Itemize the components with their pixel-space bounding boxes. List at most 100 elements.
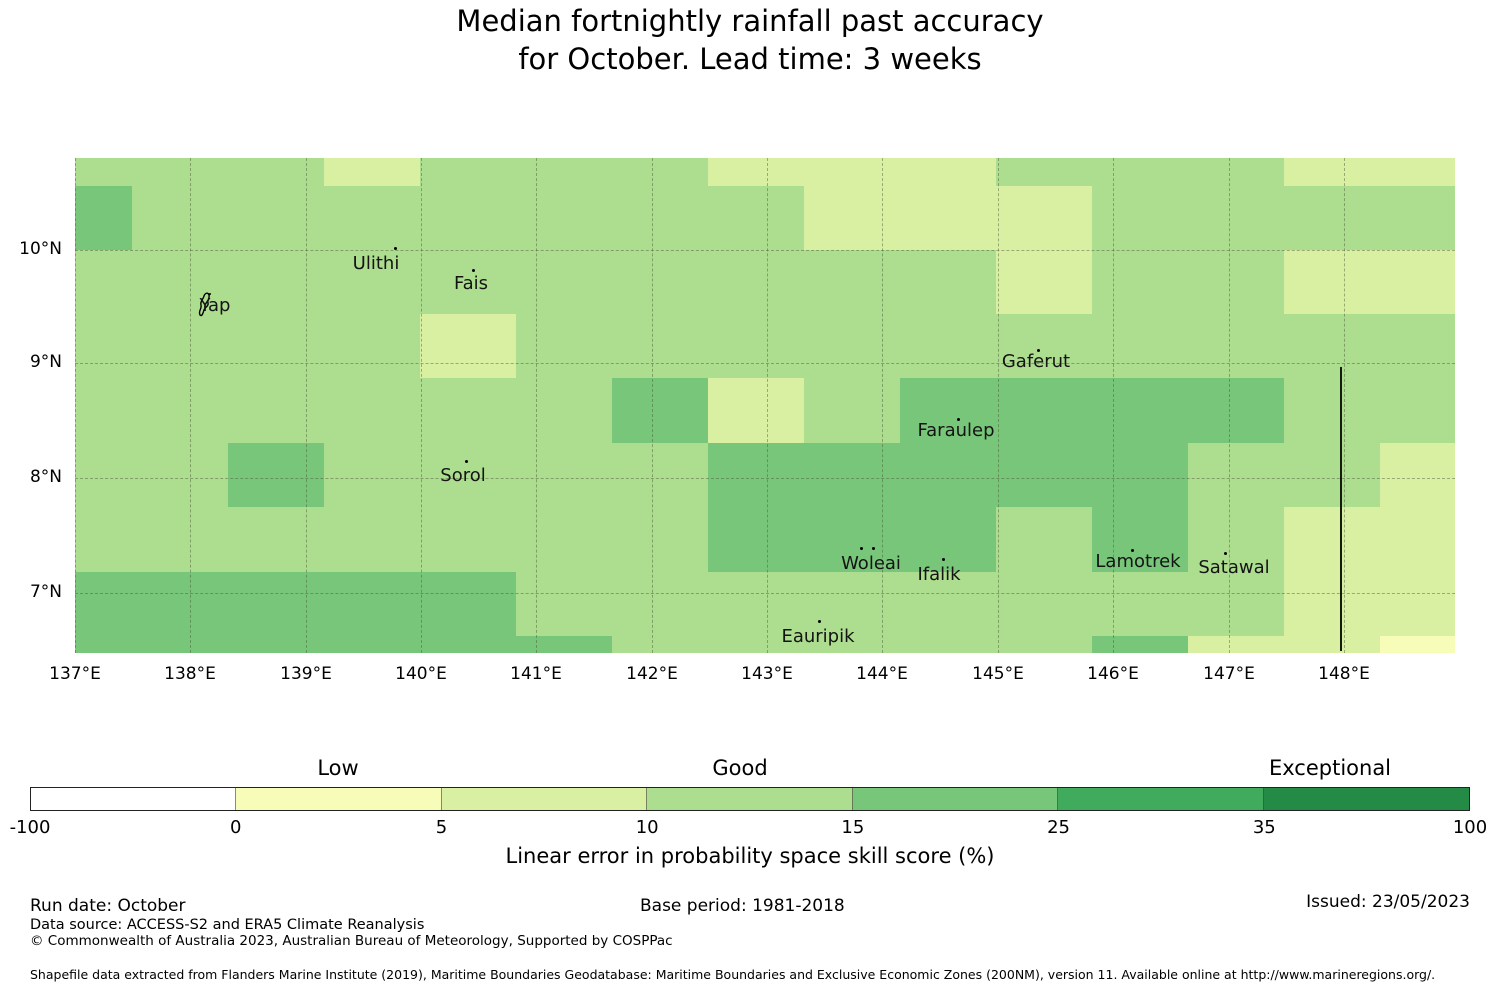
- heatmap-cell: [1188, 378, 1284, 443]
- heatmap-cell: [996, 378, 1092, 443]
- eez-boundary-line: [1340, 367, 1342, 651]
- colorbar-category-label-good: Good: [712, 756, 768, 780]
- heatmap-cell: [1380, 250, 1455, 314]
- colorbar-segment: [236, 788, 442, 810]
- x-axis-tick-label: 143°E: [741, 664, 793, 684]
- heatmap-cell: [804, 158, 900, 186]
- y-axis-tick-label: 7°N: [29, 582, 62, 602]
- chart-title: Median fortnightly rainfall past accurac…: [0, 2, 1500, 78]
- heatmap-cell: [75, 636, 132, 653]
- island-label-eauripik: Eauripik: [781, 626, 855, 647]
- heatmap-cell: [1380, 572, 1455, 636]
- x-axis-tick-label: 139°E: [280, 664, 332, 684]
- colorbar: [30, 787, 1470, 811]
- heatmap-cell: [516, 636, 612, 653]
- island-label-lamotrek: Lamotrek: [1095, 551, 1181, 572]
- longitude-gridline: [421, 158, 422, 653]
- heatmap-cell: [324, 158, 420, 186]
- heatmap-cell: [75, 186, 132, 250]
- latitude-gridline: [75, 593, 1455, 594]
- colorbar-tick-label: 35: [1252, 817, 1276, 838]
- colorbar-tick-label: 0: [229, 817, 242, 838]
- colorbar-tick-label: 15: [841, 817, 865, 838]
- heatmap-cell: [1284, 572, 1380, 636]
- heatmap-cell: [1092, 636, 1188, 653]
- heatmap-cell: [900, 378, 996, 443]
- heatmap-cell: [420, 636, 516, 653]
- chart-title-line1: Median fortnightly rainfall past accurac…: [456, 4, 1044, 38]
- y-axis-tick-label: 8°N: [29, 467, 62, 487]
- heatmap-cell: [708, 158, 804, 186]
- heatmap-cell: [900, 158, 996, 186]
- heatmap-cell: [1380, 443, 1455, 507]
- longitude-gridline: [536, 158, 537, 653]
- colorbar-tick-label: -100: [9, 817, 51, 838]
- copyright-text: © Commonwealth of Australia 2023, Austra…: [30, 933, 673, 949]
- longitude-gridline: [306, 158, 307, 653]
- heatmap-cell: [708, 507, 804, 572]
- heatmap-cell: [804, 186, 900, 250]
- island-label-woleai: Woleai: [841, 553, 901, 574]
- heatmap-cell: [1380, 158, 1455, 186]
- x-axis-tick-label: 142°E: [626, 664, 678, 684]
- data-source-text: Data source: ACCESS-S2 and ERA5 Climate …: [30, 917, 425, 933]
- colorbar-segment: [1058, 788, 1264, 810]
- island-marker-dot: [957, 418, 960, 421]
- run-date-text: Run date: October: [30, 896, 186, 916]
- heatmap-cell: [1380, 507, 1455, 572]
- island-marker-dot: [472, 269, 475, 272]
- island-marker-dot: [1037, 349, 1040, 352]
- heatmap-cell: [228, 443, 324, 507]
- x-axis-tick-label: 141°E: [510, 664, 562, 684]
- heatmap-cell: [708, 443, 804, 507]
- heatmap-cell: [1188, 636, 1284, 653]
- colorbar-segment: [1263, 788, 1469, 810]
- heatmap-cell: [324, 636, 420, 653]
- latitude-gridline: [75, 478, 1455, 479]
- longitude-gridline: [1344, 158, 1345, 653]
- island-label-faraulep: Faraulep: [917, 420, 995, 441]
- colorbar-axis-label: Linear error in probability space skill …: [505, 844, 995, 868]
- longitude-gridline: [1229, 158, 1230, 653]
- heatmap-cell: [1284, 250, 1380, 314]
- island-marker-dot: [1131, 549, 1134, 552]
- island-label-satawal: Satawal: [1198, 557, 1270, 578]
- longitude-gridline: [882, 158, 883, 653]
- latitude-gridline: [75, 250, 1455, 251]
- heatmap-cell: [804, 443, 900, 507]
- x-axis-tick-label: 137°E: [49, 664, 101, 684]
- heatmap-cell: [1380, 636, 1455, 653]
- heatmap-cell: [75, 572, 132, 636]
- island-marker-dot: [465, 460, 468, 463]
- colorbar-tick-label: 10: [635, 817, 659, 838]
- heatmap-cell: [324, 572, 420, 636]
- latitude-gridline: [75, 363, 1455, 364]
- colorbar-segment: [647, 788, 853, 810]
- x-axis-tick-label: 148°E: [1318, 664, 1370, 684]
- island-label-yap: Yap: [199, 295, 231, 316]
- colorbar-tick-label: 5: [435, 817, 448, 838]
- x-axis-tick-label: 146°E: [1087, 664, 1139, 684]
- heatmap-cell: [420, 572, 516, 636]
- colorbar-category-label-low: Low: [317, 756, 359, 780]
- heatmap-cell: [420, 314, 516, 378]
- x-axis-tick-label: 145°E: [972, 664, 1024, 684]
- x-axis-tick-label: 138°E: [164, 664, 216, 684]
- colorbar-segment: [441, 788, 648, 810]
- colorbar-segment: [852, 788, 1059, 810]
- heatmap-cell: [996, 250, 1092, 314]
- heatmap-cell: [900, 507, 996, 572]
- x-axis-tick-label: 140°E: [395, 664, 447, 684]
- island-label-sorol: Sorol: [440, 465, 486, 486]
- longitude-gridline: [75, 158, 76, 653]
- x-axis-tick-label: 147°E: [1203, 664, 1255, 684]
- heatmap-cell: [1092, 378, 1188, 443]
- heatmap-cell: [996, 443, 1092, 507]
- island-label-gaferut: Gaferut: [1001, 351, 1071, 372]
- island-marker-dot: [860, 547, 863, 550]
- yap-island-outline: [198, 292, 211, 317]
- island-label-ulithi: Ulithi: [352, 253, 400, 274]
- heatmap-cell: [1284, 507, 1380, 572]
- issued-date-text: Issued: 23/05/2023: [1306, 892, 1470, 912]
